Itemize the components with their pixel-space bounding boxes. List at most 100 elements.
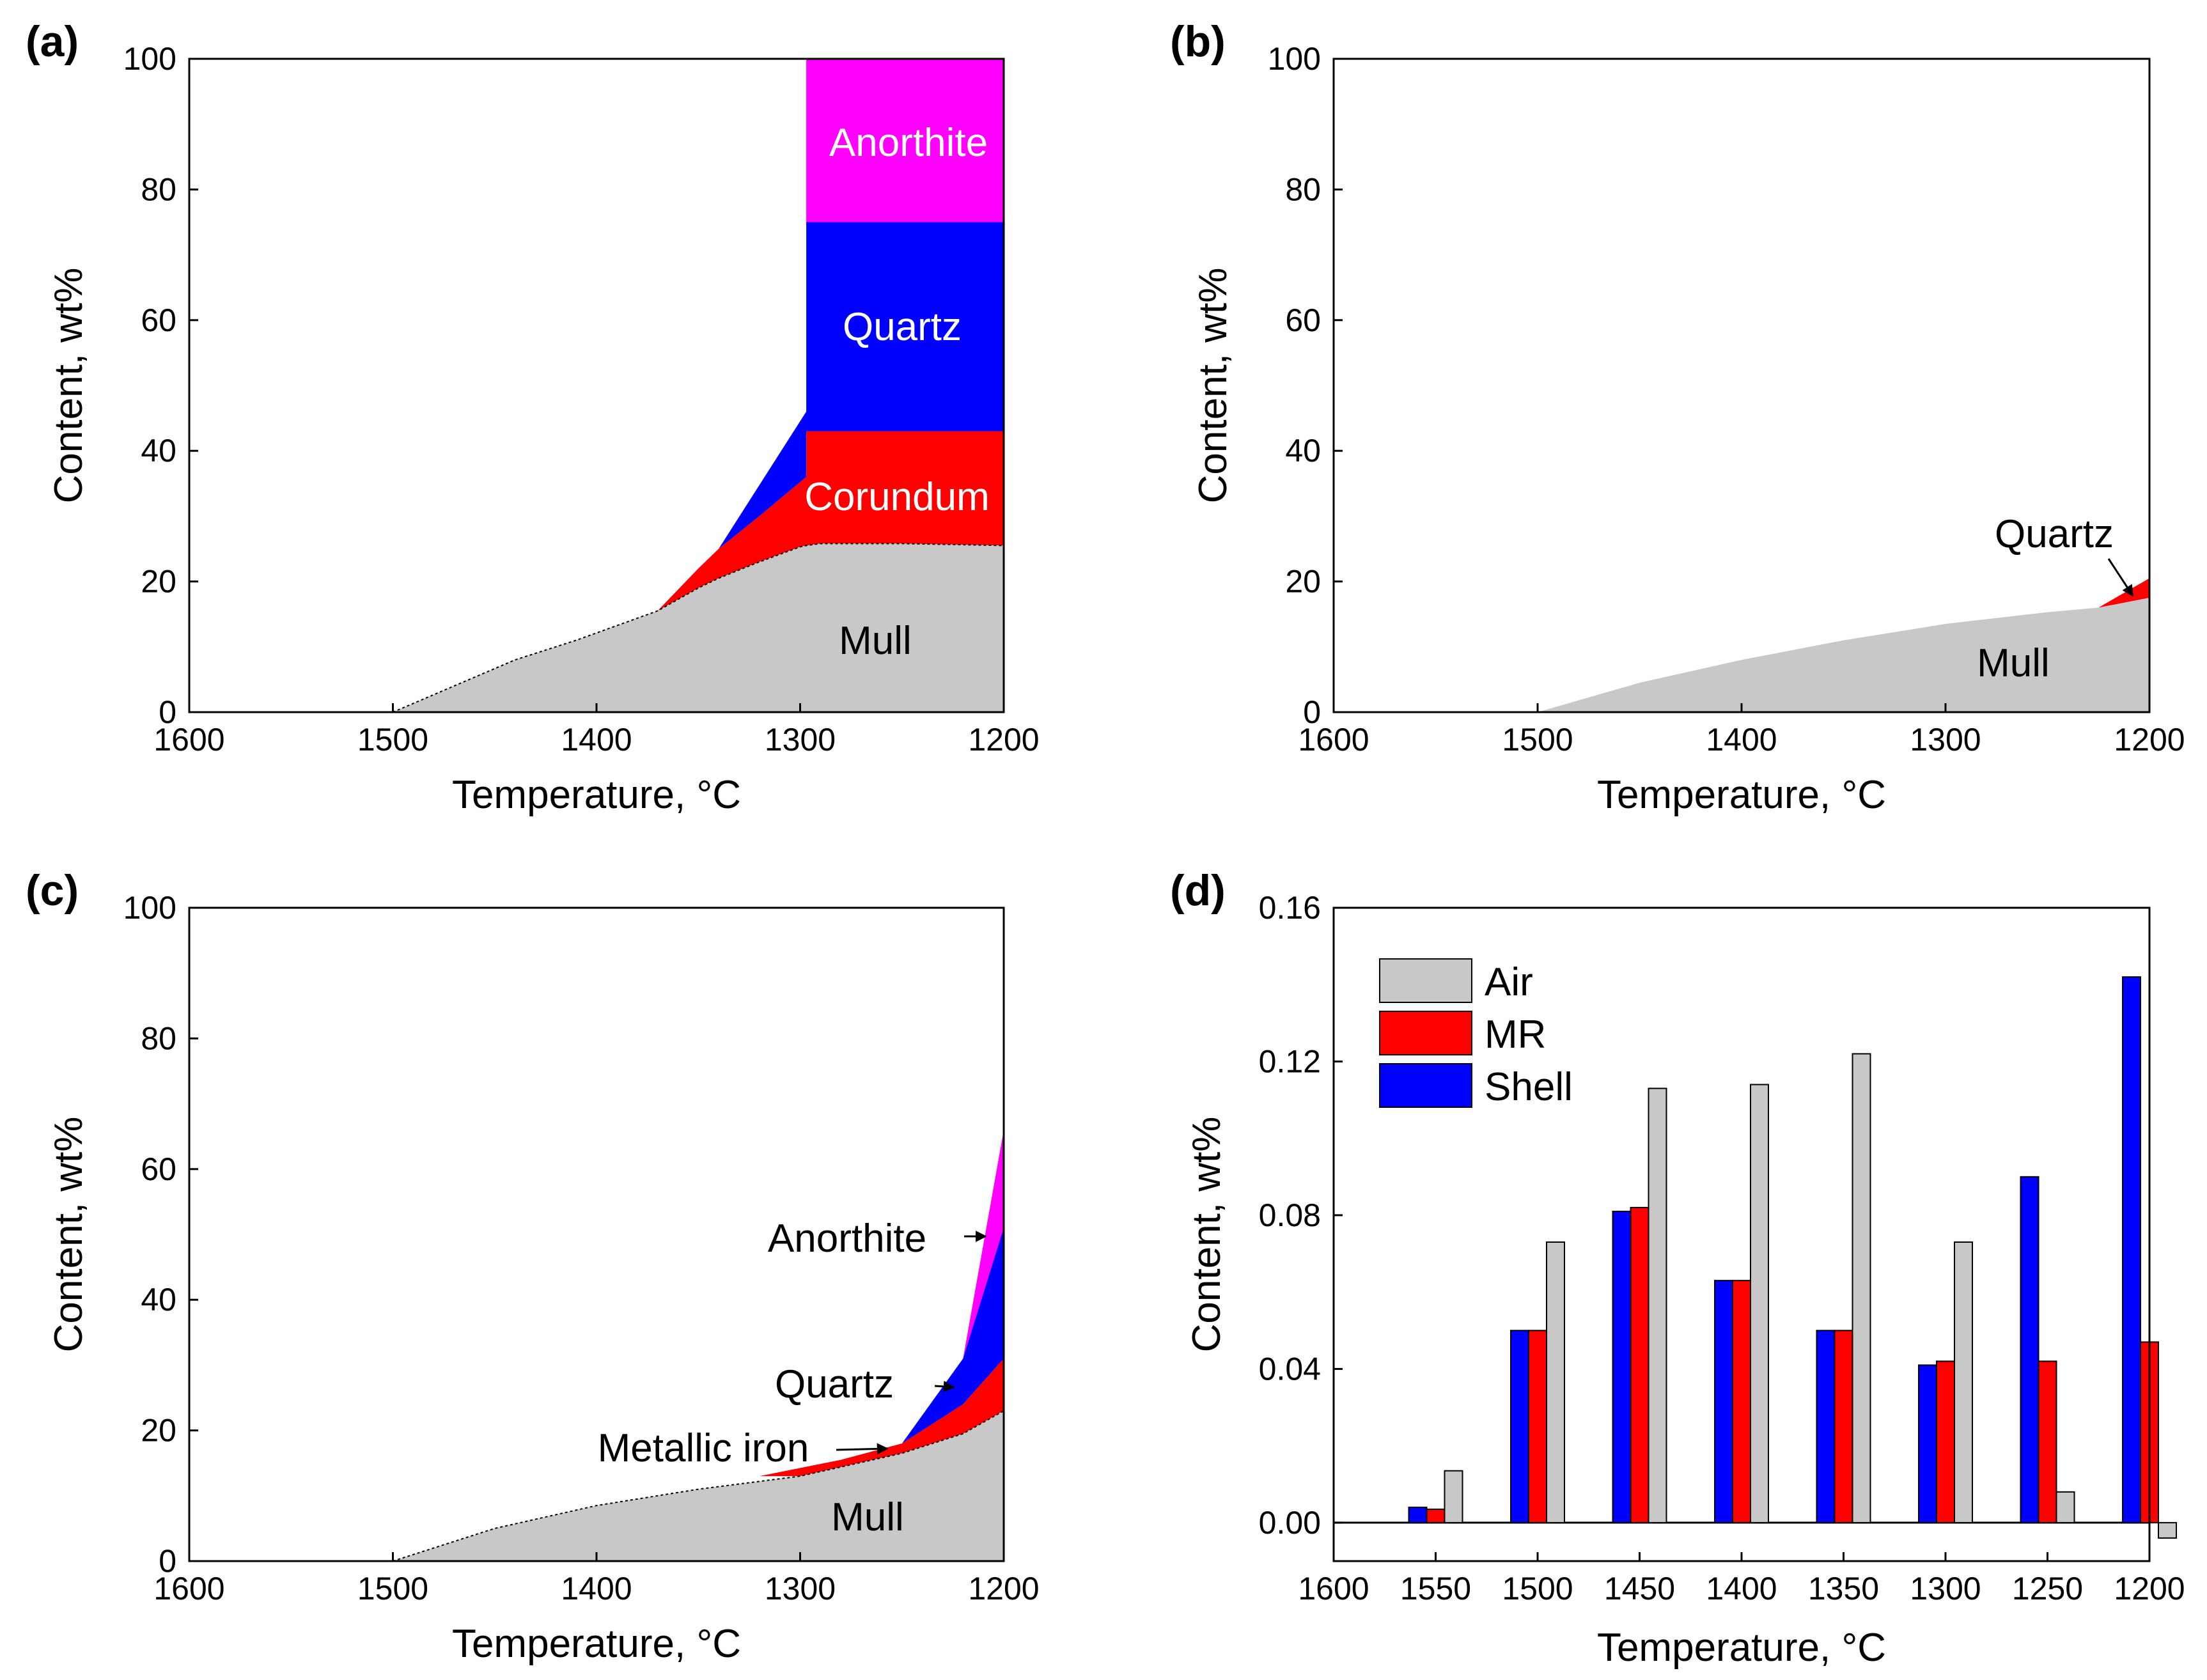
x-tick-label: 1300 [765,1571,836,1606]
panel-b-frame [1332,58,2151,713]
panel-b-ticks: 1600 1500 1400 1300 1200 0 20 40 60 80 100 [1268,41,2185,758]
x-tick-label: 1500 [357,722,428,758]
y-tick-label: 0.16 [1259,890,1321,926]
panel-d-frame [1332,906,2151,1562]
y-tick-label: 40 [1285,433,1321,469]
x-tick-label: 1600 [153,722,224,758]
panel-c-xlabel: Temperature, °C [452,1622,741,1666]
panel-a-ticks: 1600 1500 1400 1300 1200 0 20 40 60 80 100 [123,41,1040,758]
bar-shell-1450 [1612,1210,1632,1523]
y-tick-label: 0 [159,1543,176,1579]
y-tick-label: 60 [1285,302,1321,338]
y-tick-label: 80 [141,1020,176,1056]
mullite-boundary [393,1410,1004,1562]
panel-c-ylabel: Content, wt% [47,1117,91,1353]
x-tick-label: 1600 [153,1571,224,1606]
y-tick-label: 0.04 [1259,1351,1321,1387]
y-tick-label: 20 [1285,564,1321,600]
y-tick-label: 40 [141,433,176,469]
y-tick-label: 0 [159,694,176,730]
area-corundum [657,431,1004,611]
mullite-boundary [393,543,1004,713]
panel-a-quartz-label: Quartz [843,305,962,349]
area-quartz [2098,578,2149,608]
y-tick-label: 60 [141,1151,176,1187]
bar-mr-1400 [1732,1280,1751,1523]
x-tick-label: 1450 [1604,1571,1675,1606]
y-tick-label: 20 [141,564,176,600]
panel-c-frame [188,906,1005,1562]
x-tick-label: 1300 [765,722,836,758]
x-tick-label: 1300 [1910,1571,1981,1606]
panel-a-label: (a) [26,17,79,66]
panel-a-xlabel: Temperature, °C [452,773,741,817]
bar-mr-1450 [1630,1206,1649,1523]
area-mullite [393,543,1004,712]
panel-b-quartz-label: Quartz [1995,512,2114,556]
x-tick-label: 1500 [357,1571,428,1606]
bar-mr-1300 [1936,1360,1955,1523]
x-tick-label: 1350 [1808,1571,1879,1606]
panel-c-ticks: 1600 1500 1400 1300 1200 0 20 40 60 80 100 [123,890,1040,1606]
bar-air-1250 [2055,1491,2075,1523]
panel-c-mull-label: Mull [831,1495,904,1539]
x-tick-label: 1400 [1706,1571,1777,1606]
area-quartz [719,222,1004,549]
x-tick-label: 1400 [561,1571,632,1606]
bar-shell-1500 [1510,1330,1529,1523]
panel-d-bars [1334,976,2177,1539]
panel-b-areas [1538,578,2149,712]
x-tick-label: 1550 [1400,1571,1471,1606]
panel-c-iron-arrow [836,1443,889,1455]
area-mullite [393,1410,1004,1561]
x-tick-label: 1200 [2114,1571,2185,1606]
panel-c-areas [393,1130,1004,1562]
panel-d-ticks: 1600 1550 1500 1450 1400 1350 1300 1250 1200 0.00… [1259,890,2185,1606]
x-tick-label: 1250 [2012,1571,2083,1606]
y-tick-label: 80 [1285,171,1321,207]
bar-air-1200 [2158,1521,2177,1539]
x-tick-label: 1500 [1502,1571,1573,1606]
y-tick-label: 0.00 [1259,1505,1321,1541]
panel-b: (b) 1600 1500 1400 1300 1200 0 20 40 60 80 100 Tem… [1170,17,2185,817]
panel-c-iron-label: Metallic iron [598,1426,809,1470]
y-tick-label: 40 [141,1282,176,1318]
x-tick-label: 1200 [2114,722,2185,758]
bar-mr-1350 [1834,1330,1853,1523]
area-anorthite [963,1130,1004,1359]
panel-b-xlabel: Temperature, °C [1597,773,1886,817]
y-tick-label: 0.08 [1259,1197,1321,1233]
bar-air-1550 [1444,1470,1463,1523]
panel-d: (d) 1600 1550 1500 1450 1400 1350 1300 1250 1200… [1170,866,2185,1670]
bar-mr-1500 [1528,1330,1547,1523]
panel-c-anorthite-label: Anorthite [768,1217,926,1261]
bar-air-1350 [1852,1053,1871,1523]
bar-mr-1250 [2038,1360,2057,1523]
panel-d-xlabel: Temperature, °C [1597,1626,1886,1670]
panel-a-areas [393,59,1004,713]
y-tick-label: 20 [141,1413,176,1449]
bar-shell-1250 [2020,1176,2039,1523]
x-tick-label: 1200 [968,1571,1039,1606]
panel-a-anorthite-label: Anorthite [829,121,988,165]
panel-d-legend: Air MR Shell [1379,958,1573,1109]
panel-b-label: (b) [1170,17,1226,66]
y-tick-label: 0 [1303,694,1321,730]
panel-d-ylabel: Content, wt% [1185,1117,1229,1353]
x-tick-label: 1300 [1910,722,1981,758]
y-tick-label: 100 [123,890,176,926]
legend-label-air: Air [1485,960,1533,1004]
panel-d-label: (d) [1170,866,1226,915]
bar-air-1400 [1750,1084,1769,1523]
panel-c: (c) 1600 1500 1400 1300 1200 0 20 40 60 80 100 Tem… [26,866,1040,1666]
panel-a-corundum-label: Corundum [804,475,989,519]
panel-a-mull-label: Mull [839,619,912,663]
y-tick-label: 0.12 [1259,1043,1321,1079]
panel-a-frame [188,58,1005,713]
panel-b-quartz-arrow [2107,558,2134,597]
bar-air-1450 [1648,1087,1667,1523]
panel-c-quartz-arrow [934,1380,955,1392]
panel-b-ylabel: Content, wt% [1191,268,1235,504]
x-tick-label: 1600 [1298,722,1369,758]
